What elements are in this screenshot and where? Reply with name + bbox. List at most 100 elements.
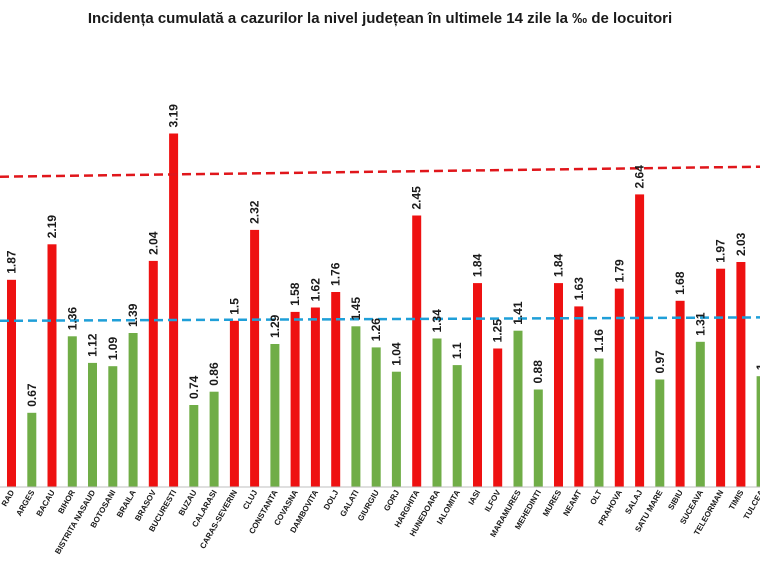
- category-label: GORJ: [382, 489, 401, 513]
- value-label: 2.04: [146, 231, 160, 255]
- value-label: 0.67: [25, 383, 39, 407]
- bar-constanta: [270, 344, 280, 487]
- reference-lines-layer: [0, 165, 760, 323]
- value-label: 1.34: [430, 309, 444, 333]
- value-label: 1.97: [714, 239, 728, 263]
- bar-mures: [554, 283, 563, 487]
- category-label: BIHOR: [56, 488, 77, 515]
- value-label: 1.09: [106, 337, 120, 361]
- bar-braila: [128, 333, 138, 487]
- bar-tulcea: [756, 376, 760, 487]
- category-label: SALAJ: [623, 489, 644, 516]
- bar-brasov: [148, 260, 158, 487]
- value-label: 1.87: [5, 250, 19, 274]
- category-label: TIMIS: [727, 488, 746, 512]
- chart-title: Incidența cumulată a cazurilor la nivel …: [87, 10, 673, 27]
- category-label: IASI: [467, 489, 483, 507]
- value-label: 3.19: [167, 104, 181, 128]
- bar-iasi: [473, 283, 482, 487]
- value-label: 1.29: [268, 314, 282, 338]
- bar-suceava: [695, 341, 705, 487]
- bar-ialomita: [452, 365, 462, 487]
- value-label: 2.64: [633, 165, 647, 189]
- value-label: 1.1: [450, 342, 464, 359]
- bar-teleorman: [716, 268, 726, 487]
- value-label: 1.58: [288, 282, 302, 306]
- value-label: 1.68: [673, 271, 687, 295]
- value-label: 1.31: [693, 312, 707, 336]
- bar-calarasi: [209, 391, 219, 487]
- bar-buzau: [189, 405, 199, 487]
- bar-sibiu: [675, 300, 685, 487]
- bar-gorj: [391, 371, 401, 487]
- bar-arad: [7, 279, 16, 487]
- bar-olt: [594, 358, 604, 487]
- bar-cluj: [250, 229, 260, 487]
- category-label: BUZAU: [177, 488, 199, 517]
- bar-bacau: [47, 244, 57, 487]
- value-label: 1.04: [389, 342, 403, 366]
- category-label: OLT: [588, 488, 604, 506]
- category-label: SIBIU: [666, 488, 685, 511]
- value-label: 2.03: [734, 232, 748, 256]
- bar-arges: [27, 412, 37, 487]
- value-label: 0.88: [531, 360, 545, 384]
- value-label: 1.76: [329, 262, 343, 286]
- bar-covasna: [290, 311, 300, 487]
- bar-maramures: [513, 330, 523, 487]
- value-label: 2.32: [248, 200, 262, 224]
- value-label: 1.63: [572, 277, 586, 301]
- value-label: 1.84: [470, 253, 484, 277]
- value-label: 1.45: [349, 297, 363, 321]
- value-label: 0.97: [653, 350, 667, 374]
- bar-dolj: [331, 292, 341, 487]
- bar-hunedoara: [432, 338, 442, 487]
- bar-dambovita: [310, 307, 320, 487]
- value-label: 1.79: [612, 259, 626, 283]
- category-label: RAD: [0, 488, 16, 508]
- value-label: 1.12: [86, 333, 100, 357]
- value-label: 1: [754, 363, 760, 370]
- bar-giurgiu: [371, 347, 381, 487]
- bar-bistrita-nasaud: [88, 362, 97, 487]
- bar-bihor: [67, 336, 77, 487]
- category-label: BACAU: [35, 488, 57, 518]
- value-label: 1.5: [227, 298, 241, 315]
- bar-galati: [351, 326, 361, 487]
- value-label: 2.45: [410, 186, 424, 210]
- bar-botosani: [108, 366, 118, 487]
- bar-neamt: [574, 306, 584, 487]
- bar-satu-mare: [655, 379, 665, 487]
- value-label: 1.26: [369, 318, 383, 342]
- bar-harghita: [412, 215, 422, 487]
- value-label: 1.62: [308, 278, 322, 302]
- value-label: 2.19: [45, 215, 59, 239]
- bar-bucuresti: [169, 133, 179, 487]
- bar-caras-severin: [229, 320, 239, 487]
- value-label: 1.36: [65, 307, 79, 331]
- category-label: CARAS-SEVERIN: [198, 488, 239, 550]
- bar-ilfov: [493, 348, 503, 487]
- category-label: ARGES: [14, 488, 36, 518]
- category-label: NEAMT: [561, 488, 583, 517]
- value-label: 0.86: [207, 362, 221, 386]
- upper-threshold-line: [0, 165, 760, 178]
- value-labels-layer: 1.87 0.67 2.19 1.36 1.12 1.09 1.39 2.04 3.19 0.74…: [5, 104, 760, 407]
- value-label: 1.16: [592, 329, 606, 353]
- bar-salaj: [635, 194, 645, 487]
- value-label: 1.39: [126, 303, 140, 327]
- value-label: 1.84: [552, 253, 566, 277]
- bars-layer: [7, 133, 760, 487]
- lower-threshold-line: [0, 316, 760, 323]
- category-label: DOLJ: [322, 489, 340, 512]
- value-label: 0.74: [187, 375, 201, 399]
- bar-prahova: [614, 288, 624, 487]
- category-label: ILFOV: [483, 488, 503, 513]
- value-label: 1.41: [511, 301, 525, 325]
- category-label: GALATI: [338, 489, 360, 519]
- bar-mehedinti: [533, 389, 543, 487]
- bar-timis: [736, 262, 746, 487]
- value-label: 1.25: [491, 319, 505, 343]
